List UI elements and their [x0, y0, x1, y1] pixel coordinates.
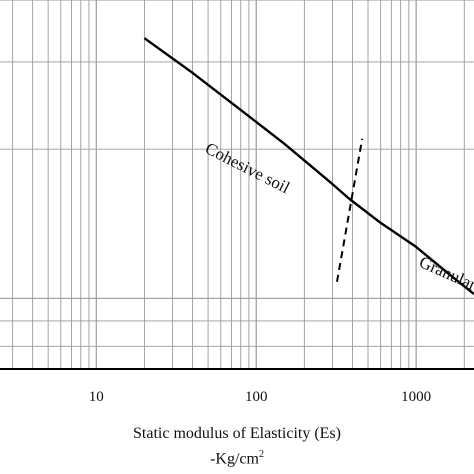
granular-soil-curve — [348, 197, 474, 295]
x-tick-labels: 10 100 1000 — [89, 389, 431, 405]
x-tick-label: 1000 — [401, 389, 431, 405]
x-tick-label: 10 — [89, 389, 104, 405]
boundary-dashed-line — [336, 138, 364, 282]
grid — [0, 0, 474, 369]
cohesive-soil-label: Cohesive soil — [202, 139, 293, 198]
cohesive-soil-curve — [143, 37, 350, 200]
x-axis-title: Static modulus of Elasticity (Es) — [133, 425, 341, 442]
x-axis-unit-text: -Kg/cm — [210, 450, 259, 468]
x-axis-unit: -Kg/cm2 — [0, 449, 474, 468]
x-axis-unit-exponent: 2 — [258, 449, 264, 460]
x-tick-label: 100 — [245, 389, 268, 405]
curves — [143, 37, 474, 295]
